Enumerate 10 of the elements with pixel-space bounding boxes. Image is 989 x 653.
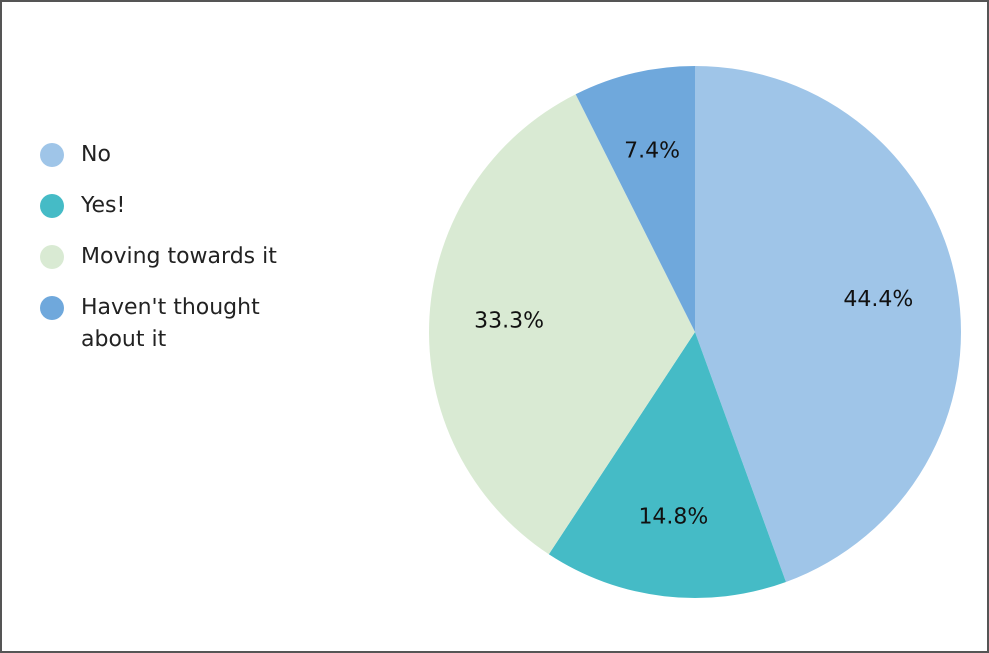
legend-label: Yes! bbox=[81, 192, 126, 220]
data-label: 33.3% bbox=[474, 308, 544, 334]
data-label: 14.8% bbox=[638, 504, 708, 530]
data-label: 7.4% bbox=[624, 138, 680, 164]
legend-label: Haven't thought about it bbox=[81, 294, 261, 354]
legend-label: No bbox=[81, 141, 111, 169]
data-label: 44.4% bbox=[843, 287, 914, 312]
pie-slice bbox=[548, 332, 786, 598]
pie-slice bbox=[576, 66, 695, 332]
legend-label: Moving towards it bbox=[81, 243, 277, 271]
